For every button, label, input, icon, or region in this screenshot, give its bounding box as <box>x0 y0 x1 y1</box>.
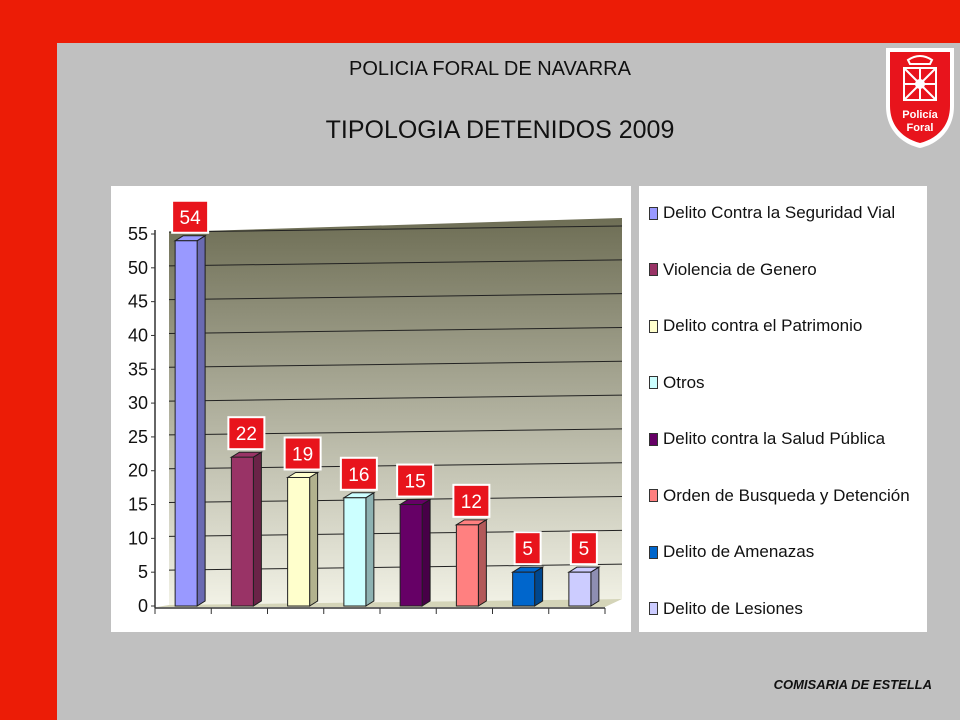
bar-side-shade <box>365 492 374 606</box>
bar <box>230 456 254 607</box>
gridline <box>168 225 623 233</box>
organization-header: POLICIA FORAL DE NAVARRA <box>349 58 631 80</box>
y-tick-label: 15 <box>128 495 148 515</box>
data-label: 54 <box>180 208 202 229</box>
data-label-box <box>513 531 542 566</box>
bar <box>399 504 423 607</box>
legend-swatch <box>649 432 658 446</box>
legend-swatch <box>649 602 658 615</box>
chart-back-wall <box>169 218 622 605</box>
bar-side-shade <box>478 519 487 606</box>
legend-swatch <box>649 376 658 389</box>
y-tick-label: 10 <box>128 528 148 548</box>
data-label: 15 <box>405 472 426 493</box>
legend-label: Otros <box>663 372 705 392</box>
y-tick-label: 45 <box>128 292 148 312</box>
legend-item: Delito contra el Patrimonio <box>649 315 862 337</box>
legend-label: Delito de Amenazas <box>663 542 815 561</box>
gridline <box>168 360 623 368</box>
bar-side-shade <box>253 452 262 606</box>
data-label-box <box>171 199 210 234</box>
data-label: 5 <box>522 539 533 560</box>
y-tick-label: 5 <box>138 562 148 582</box>
bar-side-shade <box>534 567 543 606</box>
data-label-box <box>283 436 322 471</box>
bar <box>174 240 198 607</box>
legend-swatch <box>649 489 658 502</box>
logo-line1: Policía <box>902 109 938 121</box>
bar-side-shade <box>590 567 599 606</box>
footer-text: COMISARIA DE ESTELLA <box>773 677 932 692</box>
legend-label: Delito contra la Salud Pública <box>663 429 886 448</box>
legend-item: Delito Contra la Seguridad Vial <box>649 202 895 224</box>
gridline <box>168 259 623 267</box>
legend-swatch <box>649 545 658 559</box>
chart-panel: 54 22 19 16 15 12 5 5 0 5 10 15 20 25 30 35 40 45 50 55 <box>111 186 631 632</box>
bar <box>512 571 536 607</box>
gridline <box>168 394 623 402</box>
data-label-box <box>452 483 491 518</box>
y-tick-label: 40 <box>128 325 148 345</box>
y-tick-label: 35 <box>128 359 148 379</box>
legend-label: Orden de Busqueda y Detención <box>663 485 910 505</box>
y-tick-label: 30 <box>128 393 148 413</box>
legend-item: Delito de Amenazas <box>649 541 814 563</box>
data-label: 5 <box>579 539 590 560</box>
legend-swatch <box>649 319 658 333</box>
data-label-box <box>569 531 598 566</box>
legend-label: Violencia de Genero <box>663 259 817 279</box>
bar <box>568 571 592 607</box>
legend-item: Orden de Busqueda y Detención <box>649 485 910 507</box>
bar <box>343 497 367 607</box>
bar-side-shade <box>309 472 318 606</box>
gridline <box>168 326 623 334</box>
chart-title: TIPOLOGIA DETENIDOS 2009 <box>325 116 675 144</box>
legend-item: Violencia de Genero <box>649 259 817 281</box>
bar-side-shade <box>197 235 206 606</box>
legend-item: Delito de Lesiones <box>649 598 803 620</box>
y-tick-label: 55 <box>128 224 148 244</box>
legend-swatch <box>649 263 658 276</box>
data-label-box <box>227 416 266 451</box>
bar <box>287 476 311 607</box>
legend-label: Delito de Lesiones <box>663 598 803 618</box>
data-label-box <box>339 456 378 491</box>
data-label: 16 <box>348 465 369 486</box>
legend-swatch <box>649 206 658 220</box>
y-tick-label: 50 <box>128 258 148 278</box>
data-label: 22 <box>236 424 257 445</box>
y-tick-label: 20 <box>128 461 148 481</box>
legend-label: Delito Contra la Seguridad Vial <box>663 203 896 222</box>
chart-legend: Delito Contra la Seguridad Vial Violencia… <box>639 186 927 632</box>
legend-label: Delito contra el Patrimonio <box>663 316 863 335</box>
y-tick-label: 0 <box>138 596 148 616</box>
gridline <box>168 293 623 301</box>
data-label-box <box>396 463 435 498</box>
chart-floor <box>157 599 622 607</box>
navarra-shield-icon <box>903 55 937 101</box>
data-label: 19 <box>292 444 313 465</box>
legend-item: Otros <box>649 372 705 394</box>
y-tick-label: 25 <box>128 427 148 447</box>
policia-foral-logo: Policía Foral <box>886 48 954 148</box>
logo-line2: Foral <box>907 122 934 134</box>
bar <box>455 524 479 607</box>
legend-item: Delito contra la Salud Pública <box>649 428 885 450</box>
bar-side-shade <box>422 499 431 606</box>
data-label: 12 <box>461 492 482 513</box>
